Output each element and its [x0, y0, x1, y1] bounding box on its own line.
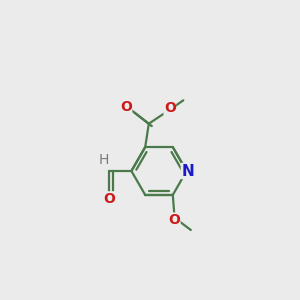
Text: O: O: [164, 101, 176, 115]
Text: H: H: [98, 153, 109, 166]
Text: O: O: [168, 213, 180, 227]
Text: O: O: [103, 192, 115, 206]
Text: N: N: [182, 164, 194, 178]
Text: O: O: [120, 100, 132, 114]
